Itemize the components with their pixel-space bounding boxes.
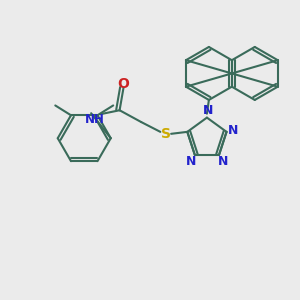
Text: S: S	[161, 127, 171, 141]
Text: N: N	[203, 104, 213, 117]
Text: NH: NH	[85, 112, 105, 126]
Text: N: N	[228, 124, 239, 137]
Text: O: O	[118, 77, 130, 91]
Text: N: N	[186, 155, 196, 168]
Text: N: N	[218, 155, 228, 168]
